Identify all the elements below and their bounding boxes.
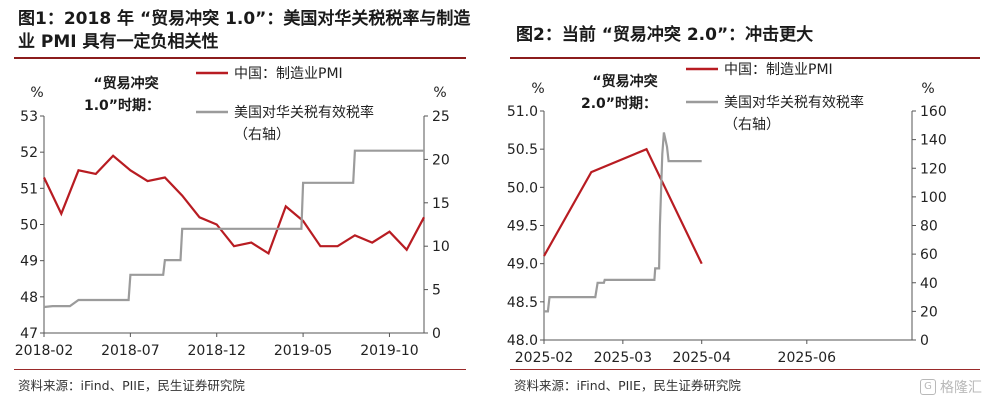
source-divider — [510, 369, 980, 370]
left-tick-label: 51 — [20, 181, 38, 197]
right-tick-label: 0 — [920, 333, 929, 349]
left-tick-label: 48.0 — [507, 333, 538, 349]
series-line-tariff — [544, 132, 702, 313]
source-divider — [14, 369, 466, 370]
left-tick-label: 50.0 — [507, 180, 538, 196]
right-tick-label: 25 — [432, 109, 450, 125]
left-tick-label: 53 — [20, 109, 38, 125]
right-axis-unit: % — [921, 81, 934, 97]
series-line-pmi — [43, 154, 425, 256]
right-tick-label: 10 — [432, 239, 450, 255]
left-tick-label: 49 — [20, 254, 38, 270]
x-tick-label: 2025-04 — [672, 350, 731, 366]
x-tick-label: 2018-07 — [101, 343, 160, 359]
legend-label-pmi: 中国：制造业PMI — [724, 62, 833, 78]
x-tick-label: 2019-05 — [274, 343, 333, 359]
right-tick-label: 20 — [920, 304, 938, 320]
period-annotation-line-2: 1.0”时期： — [84, 97, 160, 114]
period-annotation-line-1: “贸易冲突 — [93, 75, 158, 92]
left-tick-label: 50 — [20, 218, 38, 234]
period-annotation-line-1: “贸易冲突 — [592, 73, 657, 90]
left-tick-label: 49.0 — [507, 257, 538, 273]
right-tick-label: 5 — [432, 283, 441, 299]
title-divider — [510, 57, 980, 59]
chart-title: 图2：当前 “贸易冲突 2.0”：冲击更大 — [516, 25, 814, 45]
left-tick-label: 51.0 — [507, 104, 538, 120]
watermark: G 格隆汇 — [920, 377, 982, 397]
right-tick-label: 60 — [920, 247, 938, 263]
x-tick-label: 2019-10 — [360, 343, 419, 359]
x-tick-label: 2025-03 — [594, 350, 653, 366]
x-tick-label: 2025-06 — [778, 350, 837, 366]
left-axis-unit: % — [30, 85, 43, 101]
gelonghui-logo-icon: G — [920, 379, 936, 395]
legend-label-tariff: 美国对华关税有效税率 — [724, 94, 864, 111]
left-tick-label: 52 — [20, 145, 38, 161]
x-tick-label: 2018-02 — [15, 343, 74, 359]
x-tick-label: 2025-02 — [515, 350, 574, 366]
series-line-tariff — [43, 149, 424, 309]
left-tick-label: 48.5 — [507, 295, 538, 311]
chart-plot-2: 48.0 48.5 49.0 49.5 50.0 50.5 51.0 0 20 40 60 80 100… — [507, 62, 947, 366]
chart-panel-1: 图1：2018 年 “贸易冲突 1.0”：美国对华关税税率与制造业 PMI 具有… — [0, 0, 480, 406]
legend-label-tariff: 美国对华关税有效税率 — [234, 104, 374, 121]
right-tick-label: 160 — [920, 104, 947, 120]
chart-plot-1: 47 48 49 50 51 52 53 0 5 10 15 20 25 2018-02 2018-07 20… — [15, 66, 450, 359]
source-note: 资料来源：iFind、PIIE，民生证券研究院 — [18, 378, 245, 393]
right-tick-label: 0 — [432, 326, 441, 342]
left-tick-label: 50.5 — [507, 142, 538, 158]
left-tick-label: 49.5 — [507, 219, 538, 235]
legend-label-right-axis: （右轴） — [234, 127, 290, 143]
right-tick-label: 20 — [432, 152, 450, 168]
legend-label-right-axis: （右轴） — [724, 117, 780, 133]
right-tick-label: 15 — [432, 196, 450, 212]
right-tick-label: 140 — [920, 133, 947, 149]
x-tick-label: 2018-12 — [187, 343, 246, 359]
series-line-pmi — [543, 147, 703, 265]
right-tick-label: 40 — [920, 276, 938, 292]
legend-label-pmi: 中国：制造业PMI — [234, 66, 343, 82]
chart-title: 图1：2018 年 “贸易冲突 1.0”：美国对华关税税率与制造业 PMI 具有… — [18, 9, 471, 52]
period-annotation-line-2: 2.0”时期： — [581, 95, 657, 112]
left-tick-label: 47 — [20, 326, 38, 342]
left-axis-unit: % — [531, 81, 544, 97]
source-note: 资料来源：iFind、PIIE，民生证券研究院 — [514, 378, 741, 393]
watermark-text: 格隆汇 — [940, 380, 982, 396]
chart-panel-2: 图2：当前 “贸易冲突 2.0”：冲击更大 48.0 48.5 49.0 49.5 50… — [496, 0, 992, 406]
title-divider — [14, 57, 466, 59]
left-tick-label: 48 — [20, 290, 38, 306]
right-tick-label: 120 — [920, 161, 947, 177]
right-tick-label: 80 — [920, 219, 938, 235]
right-axis-unit: % — [433, 85, 446, 101]
right-tick-label: 100 — [920, 190, 947, 206]
